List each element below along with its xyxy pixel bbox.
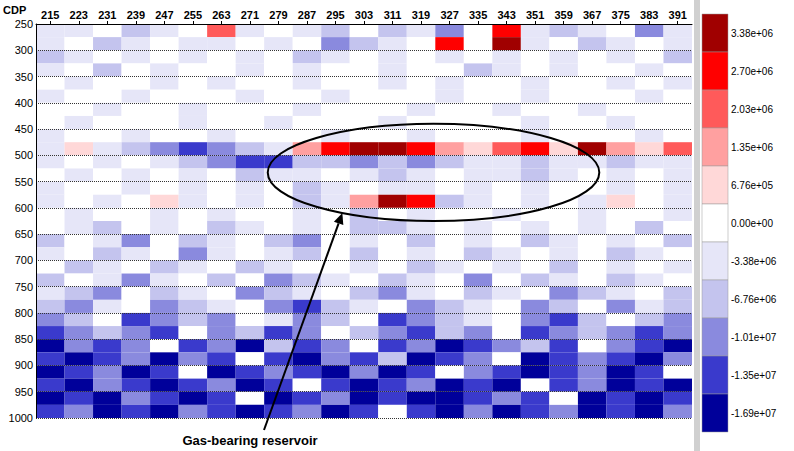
svg-text:215: 215 (41, 9, 59, 21)
svg-text:350: 350 (15, 71, 33, 83)
svg-text:263: 263 (212, 9, 230, 21)
svg-text:-6.76e+06: -6.76e+06 (731, 294, 777, 305)
svg-text:359: 359 (554, 9, 572, 21)
svg-text:-3.38e+06: -3.38e+06 (731, 256, 777, 267)
svg-text:800: 800 (15, 307, 33, 319)
svg-text:1000: 1000 (9, 412, 33, 424)
svg-text:327: 327 (440, 9, 458, 21)
svg-text:-1.69e+07: -1.69e+07 (731, 408, 777, 419)
svg-text:1.35e+06: 1.35e+06 (731, 142, 773, 153)
svg-text:550: 550 (15, 176, 33, 188)
svg-text:383: 383 (640, 9, 658, 21)
svg-text:279: 279 (269, 9, 287, 21)
svg-text:303: 303 (355, 9, 373, 21)
svg-text:CDP: CDP (3, 4, 26, 16)
svg-text:6.76e+05: 6.76e+05 (731, 180, 773, 191)
svg-text:600: 600 (15, 202, 33, 214)
svg-text:319: 319 (412, 9, 430, 21)
svg-text:239: 239 (127, 9, 145, 21)
svg-text:850: 850 (15, 333, 33, 345)
svg-text:295: 295 (326, 9, 344, 21)
svg-text:367: 367 (583, 9, 601, 21)
svg-text:-1.01e+07: -1.01e+07 (731, 332, 777, 343)
svg-text:900: 900 (15, 359, 33, 371)
svg-text:3.38e+06: 3.38e+06 (731, 28, 773, 39)
svg-text:311: 311 (384, 9, 402, 21)
svg-text:351: 351 (526, 9, 544, 21)
svg-text:271: 271 (241, 9, 259, 21)
svg-text:255: 255 (184, 9, 202, 21)
svg-text:400: 400 (15, 97, 33, 109)
svg-text:2.70e+06: 2.70e+06 (731, 66, 773, 77)
svg-text:375: 375 (612, 9, 630, 21)
svg-text:231: 231 (98, 9, 116, 21)
svg-text:950: 950 (15, 386, 33, 398)
svg-text:750: 750 (15, 281, 33, 293)
svg-text:391: 391 (669, 9, 687, 21)
svg-text:300: 300 (15, 44, 33, 56)
svg-text:500: 500 (15, 149, 33, 161)
svg-text:450: 450 (15, 123, 33, 135)
svg-text:287: 287 (298, 9, 316, 21)
svg-text:247: 247 (155, 9, 173, 21)
svg-text:335: 335 (469, 9, 487, 21)
svg-text:0.00e+00: 0.00e+00 (731, 218, 773, 229)
svg-text:-1.35e+07: -1.35e+07 (731, 370, 777, 381)
svg-text:223: 223 (70, 9, 88, 21)
svg-text:343: 343 (497, 9, 515, 21)
svg-text:Gas-bearing reservoir: Gas-bearing reservoir (182, 433, 317, 448)
svg-text:650: 650 (15, 228, 33, 240)
svg-text:250: 250 (15, 18, 33, 30)
svg-text:2.03e+06: 2.03e+06 (731, 104, 773, 115)
svg-text:700: 700 (15, 254, 33, 266)
